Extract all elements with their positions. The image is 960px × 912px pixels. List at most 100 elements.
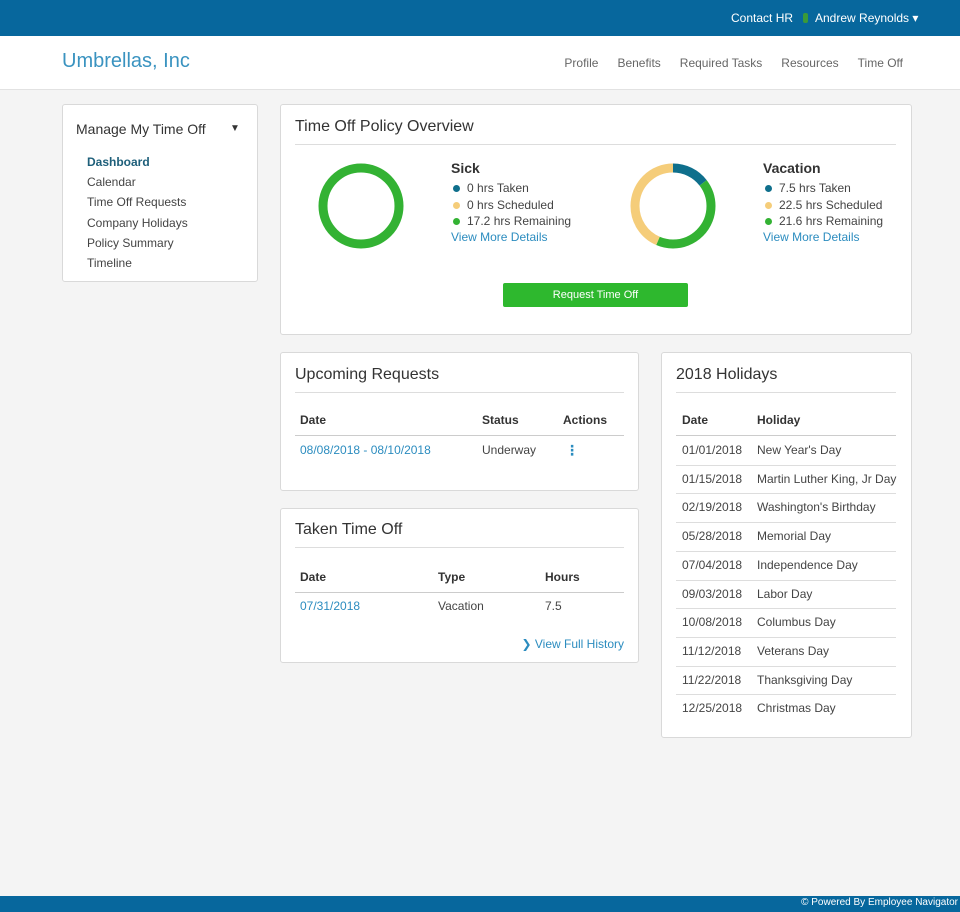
footer [0, 896, 960, 912]
table-cell: 12/25/2018 [682, 701, 743, 716]
history-link[interactable]: ❯ View Full History [521, 637, 624, 651]
table-cell: 7.5 [545, 599, 562, 613]
history-text: View Full History [534, 637, 624, 651]
column-header: Date [682, 413, 709, 427]
donuts [318, 163, 716, 249]
policy-name: Sick [451, 160, 480, 176]
table-cell: Thanksgiving Day [757, 672, 853, 687]
details-link[interactable]: View More Details [763, 230, 860, 244]
hours: 22.5 [779, 197, 803, 212]
column-header: Hours [545, 570, 580, 584]
legend-item: 0 hrs Scheduled [467, 198, 554, 212]
table-cell: 01/01/2018 [682, 443, 743, 457]
column-header: Status [482, 413, 519, 427]
footer-text: © Powered By Employee Navigator [801, 897, 958, 908]
donut-segment [630, 163, 716, 249]
hours-label: hrs Taken [477, 181, 529, 195]
legend-item: 7.5 hrs Taken [779, 181, 851, 195]
actions-menu[interactable]: ⋮ [565, 442, 579, 458]
hours: 0 [467, 181, 474, 195]
hours-label: hrs Scheduled [477, 197, 554, 212]
request-button[interactable]: Request Time Off [503, 283, 688, 307]
legend-dot [453, 218, 460, 225]
hours: 0 [467, 197, 474, 212]
policy-name: Vacation [763, 160, 821, 176]
nav: Profile Benefits Required Tasks Resources Ti… [564, 56, 903, 70]
table-cell: 05/28/2018 [682, 529, 743, 544]
holidays-card [661, 352, 912, 738]
donut-segment [630, 163, 716, 249]
legend-dot [765, 201, 772, 209]
row-divider [676, 493, 896, 495]
hours: 21.6 [779, 214, 803, 228]
sidebar-link[interactable]: Dashboard [87, 155, 150, 169]
nav-link[interactable]: Benefits [617, 56, 661, 70]
sidebar-link[interactable]: Policy Summary [87, 235, 174, 250]
details-link[interactable]: View More Details [451, 230, 548, 244]
nav-link[interactable]: Time Off [857, 56, 903, 70]
divider [295, 592, 624, 593]
header [0, 36, 960, 90]
table-cell: Christmas Day [757, 701, 836, 716]
legend-item: 17.2 hrs Remaining [467, 214, 571, 228]
hours: 17.2 [467, 214, 491, 228]
card-title: 2018 Holidays [676, 366, 778, 383]
hours-label: hrs Taken [799, 181, 851, 195]
legend-dot [765, 218, 772, 225]
dropdown-arrow[interactable]: ▼ [230, 123, 240, 134]
legend-dot [453, 185, 460, 192]
card-title: Taken Time Off [295, 521, 403, 538]
hours-label: hrs Scheduled [805, 197, 883, 212]
contact-hr[interactable]: Contact HR [731, 11, 794, 25]
row-divider [676, 550, 896, 552]
column-header: Date [300, 413, 327, 427]
card-title: Upcoming Requests [295, 366, 440, 383]
column-header: Type [438, 570, 466, 584]
divider [295, 547, 624, 548]
row-divider [676, 665, 896, 667]
divider [676, 435, 896, 436]
table-cell: Martin Luther King, Jr Day [757, 471, 897, 486]
table-cell: 10/08/2018 [682, 615, 743, 630]
top-bar [0, 0, 960, 36]
legend-item: 22.5 hrs Scheduled [779, 198, 882, 212]
table-cell[interactable]: 07/31/2018 [300, 599, 361, 613]
divider [295, 392, 624, 393]
card-title: Time Off Policy Overview [295, 118, 474, 135]
sidebar [62, 104, 258, 282]
divider [295, 144, 896, 145]
user-icon [803, 13, 808, 23]
nav-link[interactable]: Required Tasks [679, 56, 763, 70]
legend-dot [765, 185, 772, 192]
sidebar-link[interactable]: Timeline [87, 256, 132, 270]
legend-dot [453, 201, 460, 209]
column-header: Holiday [757, 413, 801, 427]
table-cell: Vacation [438, 599, 484, 613]
user-name: Andrew Reynolds [815, 11, 910, 25]
table-cell: 02/19/2018 [682, 500, 743, 515]
hours: 7.5 [779, 181, 796, 195]
user-menu[interactable]: Andrew Reynolds ▾ [815, 11, 919, 25]
table-cell: 11/12/2018 [682, 643, 742, 658]
legend-item: 21.6 hrs Remaining [779, 214, 883, 228]
nav-link[interactable]: Profile [564, 56, 599, 70]
legend-item: 0 hrs Taken [467, 181, 529, 195]
table-cell: 07/04/2018 [682, 557, 743, 572]
donut-segment [318, 163, 404, 249]
table-cell: Underway [482, 443, 537, 457]
brand[interactable]: Umbrellas, Inc [62, 50, 190, 72]
table-cell: Washington's Birthday [757, 500, 876, 515]
sidebar-link[interactable]: Time Off Requests [87, 195, 187, 210]
row-divider [676, 636, 896, 638]
table-cell: Columbus Day [757, 615, 836, 630]
sidebar-link[interactable]: Calendar [87, 175, 136, 190]
table-cell: 11/22/2018 [682, 672, 742, 687]
table-cell[interactable]: 08/08/2018 - 08/10/2018 [300, 443, 431, 457]
taken-card [280, 508, 639, 663]
table-cell: Independence Day [757, 557, 858, 572]
nav-link[interactable]: Resources [781, 56, 839, 70]
divider [676, 392, 896, 393]
sidebar-link[interactable]: Company Holidays [87, 215, 188, 230]
sidebar-title[interactable]: Manage My Time Off [76, 121, 206, 137]
